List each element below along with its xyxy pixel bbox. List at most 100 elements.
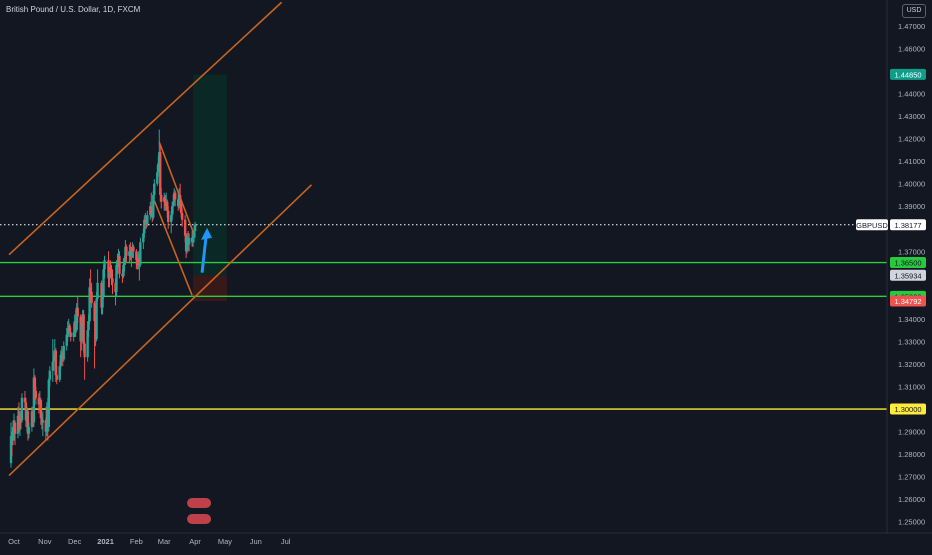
candle-body xyxy=(108,271,111,279)
candle-down xyxy=(76,296,79,324)
candle-down xyxy=(34,386,38,405)
candle-down xyxy=(69,327,72,342)
price-tag-label: 1.30000 xyxy=(894,405,921,414)
y-tick-label: 1.34000 xyxy=(898,315,925,324)
candle-up xyxy=(143,215,146,238)
candle-body xyxy=(146,215,149,225)
candle-body xyxy=(39,400,43,419)
arrow-head[interactable] xyxy=(201,227,213,240)
candle-body xyxy=(51,361,54,371)
candle-body xyxy=(135,251,138,261)
candle-down xyxy=(160,188,163,209)
time-axis[interactable]: Oct Nov Dec 2021 Feb Mar Apr May Jun Jul xyxy=(8,537,291,546)
candle-body xyxy=(150,206,153,213)
candle-down xyxy=(167,206,170,229)
candle-body xyxy=(95,298,98,340)
candle-body xyxy=(62,345,65,360)
event-markers[interactable] xyxy=(187,498,212,524)
candle-up xyxy=(27,422,31,439)
price-tag xyxy=(890,257,926,269)
currency-button[interactable]: USD xyxy=(902,4,926,18)
candle-body xyxy=(183,219,187,236)
horizontal-levels[interactable] xyxy=(0,224,887,410)
candle-down xyxy=(118,251,121,279)
candle-down xyxy=(13,420,17,446)
candle-body xyxy=(157,163,160,173)
price-labels: 1.44850GBPUSD1.381771.365001.359341.3500… xyxy=(856,68,926,415)
y-tick-label: 1.32000 xyxy=(898,360,925,369)
y-tick-label: 1.25000 xyxy=(898,518,925,527)
candle-down xyxy=(83,341,86,380)
candle-body xyxy=(32,377,36,423)
candle-body xyxy=(179,203,183,213)
candle-body xyxy=(68,325,71,333)
price-tag-label: 1.44850 xyxy=(894,70,921,79)
candle-up xyxy=(95,291,98,342)
candle-body xyxy=(159,152,162,195)
channel-bottom-line[interactable] xyxy=(8,184,313,477)
candle-body xyxy=(156,172,159,184)
y-tick-label: 1.47000 xyxy=(898,22,925,31)
price-tag xyxy=(890,295,926,307)
x-tick-label: Oct xyxy=(8,537,21,546)
price-tag xyxy=(890,68,926,80)
chart-title: British Pound / U.S. Dollar, 1D, FXCM xyxy=(6,5,141,14)
candle-body xyxy=(9,436,13,464)
candle-body xyxy=(27,427,31,434)
candle-body xyxy=(20,397,24,421)
candle-down xyxy=(111,269,114,295)
candle-body xyxy=(75,307,78,331)
candle-body xyxy=(55,375,58,380)
candle-up xyxy=(18,411,22,437)
x-tick-label: Jul xyxy=(281,537,291,546)
candle-up xyxy=(108,267,111,288)
candle-body xyxy=(187,237,191,245)
candle-body xyxy=(153,183,156,195)
candle-down xyxy=(107,251,110,288)
candle-up xyxy=(9,422,13,468)
event-marker[interactable] xyxy=(187,514,212,524)
candle-up xyxy=(115,260,118,297)
position-tool[interactable] xyxy=(193,74,227,302)
event-marker[interactable] xyxy=(187,498,212,508)
candle-body xyxy=(90,291,93,304)
stop-zone[interactable] xyxy=(193,275,227,302)
trendlines[interactable] xyxy=(8,1,313,477)
candle-body xyxy=(41,420,45,423)
x-tick-label: Nov xyxy=(38,537,52,546)
candle-up xyxy=(88,278,91,324)
candle-down xyxy=(144,212,147,229)
candle-body xyxy=(82,314,85,344)
candle-up xyxy=(62,341,65,362)
candle-body xyxy=(69,332,72,337)
candle-up xyxy=(103,255,106,279)
arrow-shaft[interactable] xyxy=(200,236,208,273)
candle-body xyxy=(65,334,68,346)
candle-body xyxy=(59,354,62,367)
symbol-label: GBPUSD xyxy=(856,221,888,230)
y-tick-label: 1.31000 xyxy=(898,383,925,392)
candle-body xyxy=(160,194,163,202)
candle-body xyxy=(102,269,105,297)
price-tag xyxy=(890,269,926,281)
candle-body xyxy=(101,296,104,308)
flag-bottom-line[interactable] xyxy=(153,200,193,296)
candle-body xyxy=(115,264,118,292)
candle-body xyxy=(66,327,69,335)
flag-top-line[interactable] xyxy=(158,141,195,235)
y-tick-label: 1.44000 xyxy=(898,90,925,99)
candle-body xyxy=(130,251,133,256)
x-tick-label: Jun xyxy=(250,537,262,546)
candle-down xyxy=(26,409,30,441)
target-zone[interactable] xyxy=(193,74,227,276)
channel-top-line[interactable] xyxy=(8,1,283,256)
candle-body xyxy=(87,321,90,331)
candle-body xyxy=(109,271,112,274)
y-tick-label: 1.42000 xyxy=(898,135,925,144)
candle-body xyxy=(178,194,182,204)
candle-down xyxy=(135,249,138,270)
arrow-drawing[interactable] xyxy=(200,227,213,273)
candle-body xyxy=(58,366,61,380)
